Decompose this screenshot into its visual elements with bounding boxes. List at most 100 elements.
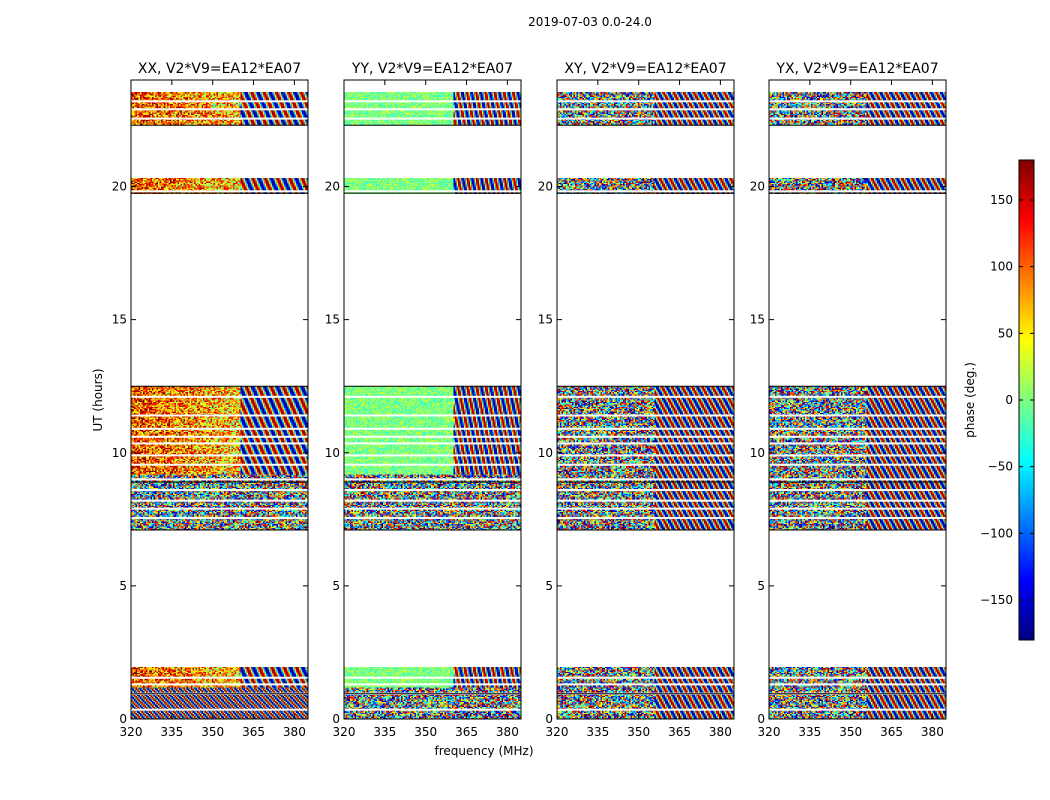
- scan-gap: [131, 108, 308, 111]
- y-tick-label: 10: [538, 446, 553, 460]
- y-tick-label: 0: [545, 712, 553, 726]
- scan-gap: [131, 117, 308, 120]
- y-tick-label: 10: [112, 446, 127, 460]
- panel-title: YX, V2*V9=EA12*EA07: [775, 61, 938, 77]
- scan-gap: [769, 676, 946, 679]
- scan-gap: [557, 190, 734, 193]
- figure-title: 2019-07-03 0.0-24.0: [528, 15, 652, 29]
- scan-gap: [769, 708, 946, 711]
- x-tick-label: 320: [546, 725, 569, 739]
- y-axis-label: UT (hours): [91, 368, 105, 431]
- scan-gap: [131, 676, 308, 679]
- x-tick-label: 335: [798, 725, 821, 739]
- scan-gap: [769, 442, 946, 445]
- scan-gap: [344, 442, 521, 445]
- phase-heatmap: [557, 80, 734, 719]
- scan-gap: [557, 108, 734, 111]
- scan-gap: [769, 190, 946, 193]
- scan-gap: [769, 454, 946, 457]
- colorbar-tick-label: −100: [980, 526, 1013, 540]
- panel-frame: [768, 79, 947, 720]
- scan-gap: [131, 435, 308, 438]
- panel-xx: XX, V2*V9=EA12*EA07 320 335 350 365 380 0 5 10 15…: [112, 61, 309, 739]
- y-tick-label: 0: [757, 712, 765, 726]
- scan-gap: [131, 100, 308, 103]
- scan-gap: [769, 499, 946, 502]
- colorbar: −150 −100 −50 0 50 100 150: [980, 159, 1035, 641]
- panel-frame: [556, 79, 735, 720]
- scan-gap: [131, 507, 308, 510]
- scan-gap: [769, 463, 946, 466]
- x-tick-label: 350: [414, 725, 437, 739]
- scan-gap: [131, 516, 308, 519]
- scan-gap: [344, 454, 521, 457]
- scan-gap: [344, 708, 521, 711]
- panel-yx: YX, V2*V9=EA12*EA07 320 335 350 365 380 0 5 10 15…: [750, 61, 947, 739]
- scan-gap: [769, 117, 946, 120]
- x-tick-label: 335: [586, 725, 609, 739]
- panel-title: YY, V2*V9=EA12*EA07: [351, 61, 513, 77]
- scan-gap: [344, 100, 521, 103]
- x-tick-label: 380: [921, 725, 944, 739]
- scan-gap: [769, 489, 946, 492]
- scan-gap: [131, 454, 308, 457]
- x-tick-label: 320: [758, 725, 781, 739]
- x-tick-label: 380: [283, 725, 306, 739]
- scan-gap: [344, 499, 521, 502]
- x-tick-label: 365: [668, 725, 691, 739]
- scan-gap: [131, 489, 308, 492]
- y-tick-label: 20: [112, 180, 127, 194]
- y-tick-label: 15: [325, 313, 340, 327]
- x-tick-label: 365: [242, 725, 265, 739]
- x-axis-label: frequency (MHz): [434, 744, 533, 758]
- x-tick-label: 380: [496, 725, 519, 739]
- x-tick-label: 365: [455, 725, 478, 739]
- scan-gap: [344, 676, 521, 679]
- scan-gap: [557, 507, 734, 510]
- panel-title: XY, V2*V9=EA12*EA07: [564, 61, 726, 77]
- y-tick-label: 0: [332, 712, 340, 726]
- y-tick-label: 10: [750, 446, 765, 460]
- scan-gap: [131, 478, 308, 481]
- scan-gap: [557, 454, 734, 457]
- y-tick-label: 15: [750, 313, 765, 327]
- scan-gap: [344, 108, 521, 111]
- scan-gap: [557, 499, 734, 502]
- y-tick-label: 20: [538, 180, 553, 194]
- scan-gap: [131, 708, 308, 711]
- scan-gap: [769, 100, 946, 103]
- scan-gap: [344, 435, 521, 438]
- scan-gap: [769, 683, 946, 686]
- scan-gap: [769, 507, 946, 510]
- scan-gap: [557, 489, 734, 492]
- scan-gap: [344, 478, 521, 481]
- y-tick-label: 15: [538, 313, 553, 327]
- scan-gap: [557, 414, 734, 417]
- scan-gap: [557, 100, 734, 103]
- scan-gap: [131, 463, 308, 466]
- scan-gap: [769, 516, 946, 519]
- x-tick-label: 380: [709, 725, 732, 739]
- x-tick-label: 320: [333, 725, 356, 739]
- scan-gap: [344, 395, 521, 398]
- colorbar-tick-label: 150: [990, 193, 1013, 207]
- x-tick-label: 350: [627, 725, 650, 739]
- scan-gap: [557, 427, 734, 430]
- y-tick-label: 20: [750, 180, 765, 194]
- scan-gap: [557, 516, 734, 519]
- x-tick-label: 350: [201, 725, 224, 739]
- panel-title: XX, V2*V9=EA12*EA07: [138, 61, 301, 77]
- panel-frame: [343, 79, 522, 720]
- x-tick-label: 365: [880, 725, 903, 739]
- panel-xy: XY, V2*V9=EA12*EA07 320 335 350 365 380 0 5 10 15…: [538, 61, 735, 739]
- colorbar-tick-label: −50: [988, 460, 1013, 474]
- scan-gap: [557, 435, 734, 438]
- phase-heatmap: [769, 80, 946, 719]
- scan-gap: [557, 478, 734, 481]
- scan-gap: [344, 516, 521, 519]
- scan-gap: [131, 683, 308, 686]
- scan-gap: [344, 190, 521, 193]
- x-tick-label: 335: [160, 725, 183, 739]
- colorbar-label: phase (deg.): [963, 362, 977, 438]
